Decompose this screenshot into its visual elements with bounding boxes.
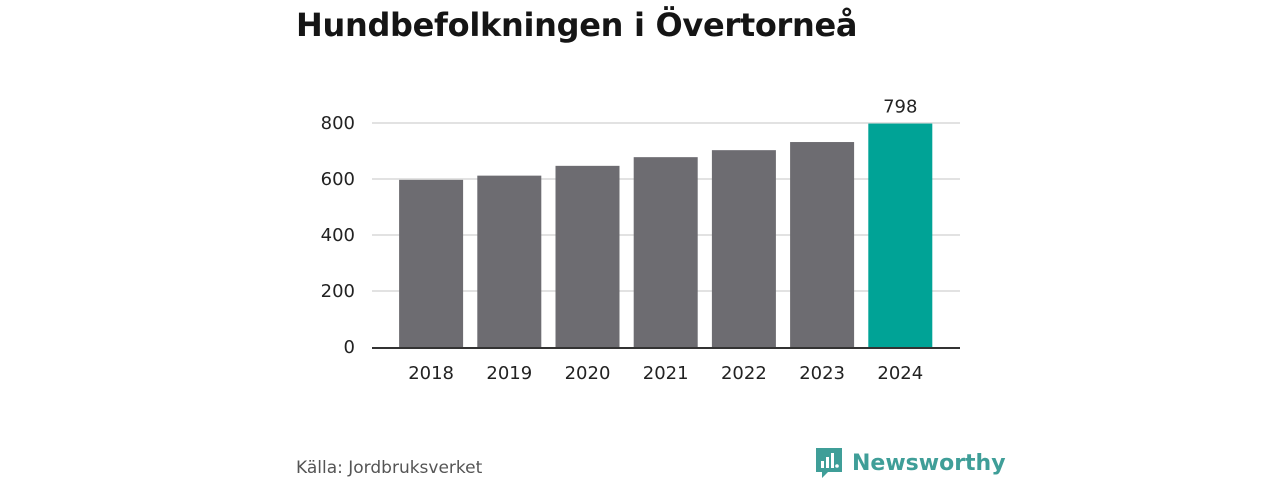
- y-axis-ticks: 0 200 400 600 800: [321, 113, 355, 358]
- bar-2023: [790, 142, 855, 347]
- y-tick-label: 400: [321, 225, 355, 246]
- y-tick-label: 600: [321, 169, 355, 190]
- data-label: 798: [883, 97, 917, 118]
- bar-2018: [399, 179, 464, 347]
- x-tick-label: 2020: [565, 363, 611, 384]
- bar-2019: [477, 175, 542, 347]
- y-tick-label: 0: [344, 337, 355, 358]
- x-tick-label: 2019: [486, 363, 532, 384]
- source-note: Källa: Jordbruksverket: [296, 458, 483, 478]
- bar-2021: [633, 157, 698, 347]
- x-axis-ticks: 2018 2019 2020 2021 2022 2023 2024: [408, 363, 923, 384]
- y-tick-label: 200: [321, 281, 355, 302]
- x-tick-label: 2021: [643, 363, 689, 384]
- y-tick-label: 800: [321, 113, 355, 134]
- x-tick-label: 2023: [799, 363, 845, 384]
- bars: [399, 123, 933, 347]
- bar-2020: [555, 165, 620, 347]
- x-tick-label: 2018: [408, 363, 454, 384]
- brand-name: Newsworthy: [852, 450, 1006, 476]
- bar-2024: [868, 123, 933, 347]
- x-tick-label: 2024: [877, 363, 923, 384]
- bar-2022: [711, 150, 776, 347]
- x-tick-label: 2022: [721, 363, 767, 384]
- brand-logo: Newsworthy: [814, 446, 1006, 480]
- chart-title: Hundbefolkningen i Övertorneå: [296, 6, 858, 44]
- data-labels: 798: [883, 97, 917, 118]
- newsworthy-logo-icon: [816, 448, 842, 478]
